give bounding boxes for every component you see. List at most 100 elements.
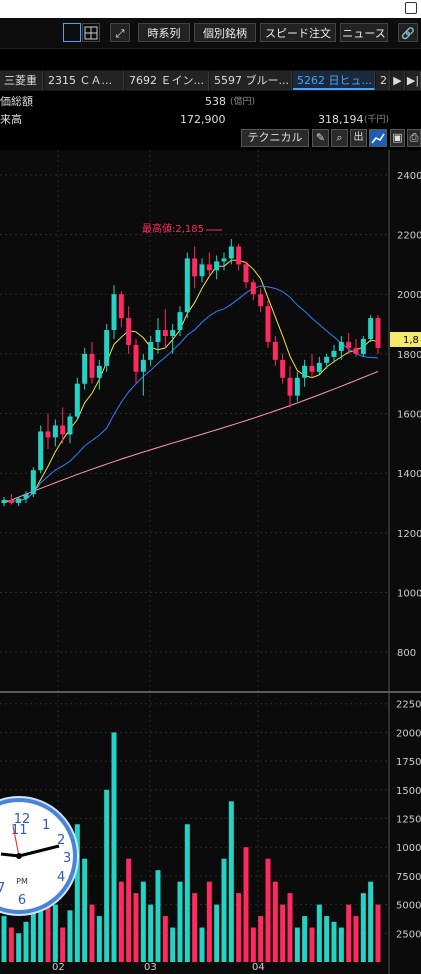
candle-body <box>250 282 256 295</box>
candle-body <box>228 246 234 259</box>
volume-bar <box>272 881 278 962</box>
volume-bar <box>250 927 256 962</box>
volume-tick-label: 2500 <box>396 929 421 940</box>
chart-type-icon[interactable] <box>369 129 387 147</box>
save-icon[interactable]: ▣ <box>390 129 405 147</box>
volume-bar <box>368 881 374 962</box>
price-tick-label: 2200 <box>397 231 421 242</box>
tab-scroll-right-icon[interactable]: ▶ <box>391 71 405 90</box>
candle-body <box>214 261 220 271</box>
volume-tick-label: 1250 <box>396 815 421 826</box>
tab-scroll-end-icon[interactable]: ▶| <box>406 71 421 90</box>
candle-body <box>272 341 278 360</box>
candle-body <box>148 341 154 360</box>
volume-row: 来高 172,900 318,194 (千円) <box>0 110 421 130</box>
volume-bar <box>265 858 271 962</box>
svg-text:2: 2 <box>57 833 65 848</box>
date-tick-label: 04 <box>252 962 265 973</box>
volume-bar <box>192 893 198 962</box>
volume-bar <box>74 824 80 962</box>
candle-body <box>287 377 293 396</box>
svg-text:1: 1 <box>42 818 50 833</box>
single-layout-icon[interactable] <box>63 23 81 42</box>
volume-bar <box>38 881 44 962</box>
news-button[interactable]: ニュース <box>340 23 388 42</box>
window-close-icon[interactable] <box>405 2 417 14</box>
individual-stock-button[interactable]: 個別銘柄 <box>194 23 256 42</box>
volume-tick-label: 7500 <box>396 872 421 883</box>
tab-stock-2[interactable]: 2315 ＣＡ... <box>44 71 124 90</box>
volume-bar <box>346 904 352 962</box>
candle-body <box>331 350 337 357</box>
tab-stock-6[interactable]: 2 <box>376 71 390 90</box>
volume-toggle-icon[interactable]: 出 <box>350 129 367 147</box>
moving-average-line <box>3 285 379 503</box>
candle-body <box>316 362 322 372</box>
volume-bar <box>177 881 183 962</box>
svg-text:7: 7 <box>0 881 5 896</box>
price-tick-label: 1600 <box>397 410 421 421</box>
svg-text:3: 3 <box>63 851 71 866</box>
volume-bar <box>302 916 308 962</box>
clock-ampm: PM <box>16 877 28 886</box>
volume-bar <box>133 893 139 962</box>
volume-axis-labels: 2250 2000 1750 1500 1250 1000 7500 5000 2500 <box>396 700 421 941</box>
pencil-icon[interactable]: ✎ <box>312 129 329 147</box>
zoom-icon[interactable]: ⌕ <box>331 129 348 147</box>
candle-body <box>23 494 29 499</box>
candle-body <box>346 341 352 348</box>
volume-bar <box>309 927 315 962</box>
moving-average-lines <box>3 259 379 504</box>
price-tick-label: 2400 <box>397 171 421 182</box>
timeseries-button[interactable]: 時系列 <box>138 23 190 42</box>
volume-bar <box>162 916 168 962</box>
volume-tick-label: 2000 <box>396 728 421 739</box>
print-icon[interactable]: ⎙ <box>407 129 421 147</box>
volume-bar <box>199 927 205 962</box>
volume-bar <box>23 921 29 962</box>
volume-tick-label: 1500 <box>396 786 421 797</box>
speed-order-button[interactable]: スピード注文 <box>260 23 336 42</box>
main-toolbar: ⤢ 時系列 個別銘柄 スピード注文 ニュース 🔗 <box>0 18 421 49</box>
candle-body <box>16 498 22 504</box>
volume-bar <box>60 927 66 962</box>
volume-bar <box>96 916 102 962</box>
candle-body <box>45 431 51 438</box>
market-cap-unit: (億円) <box>230 97 256 107</box>
volume-bar <box>184 824 190 962</box>
expand-icon[interactable]: ⤢ <box>110 23 130 42</box>
volume-bar <box>243 847 249 962</box>
volume-tick-label: 2250 <box>396 700 421 711</box>
volume-bar <box>331 921 337 962</box>
candle-body <box>302 365 308 378</box>
volume-bar <box>111 732 117 962</box>
volume-bar <box>338 927 344 962</box>
market-cap-label: 価総額 <box>0 95 33 108</box>
candle-body <box>258 294 264 307</box>
grid-layout-icon[interactable] <box>82 23 100 42</box>
volume-bar <box>118 881 124 962</box>
candle-body <box>280 359 286 378</box>
candle-body <box>324 356 330 363</box>
volume-tick-label: 1750 <box>396 757 421 768</box>
technical-button[interactable]: テクニカル <box>241 129 309 147</box>
candle-body <box>360 338 366 354</box>
candle-body <box>67 416 73 435</box>
volume-tick-label: 5000 <box>396 901 421 912</box>
candle-body <box>265 306 271 342</box>
date-tick-label: 03 <box>144 962 157 973</box>
tab-stock-1[interactable]: 三菱重 <box>0 71 43 90</box>
market-cap-value: 538 <box>205 95 226 108</box>
volume-value: 172,900 <box>180 113 226 126</box>
candle-body <box>184 258 190 313</box>
tab-stock-4[interactable]: 5597 ブルー... <box>210 71 292 90</box>
tab-stock-3[interactable]: 7692 Ｅイン... <box>125 71 209 90</box>
volume-bar <box>82 858 88 962</box>
moving-average-line <box>3 259 379 503</box>
link-icon[interactable]: 🔗 <box>398 23 418 42</box>
volume-tick-label: 1000 <box>396 843 421 854</box>
svg-text:12: 12 <box>14 812 31 827</box>
tab-stock-5[interactable]: 5262 日ヒュ... <box>293 71 375 90</box>
candle-body <box>140 359 146 372</box>
